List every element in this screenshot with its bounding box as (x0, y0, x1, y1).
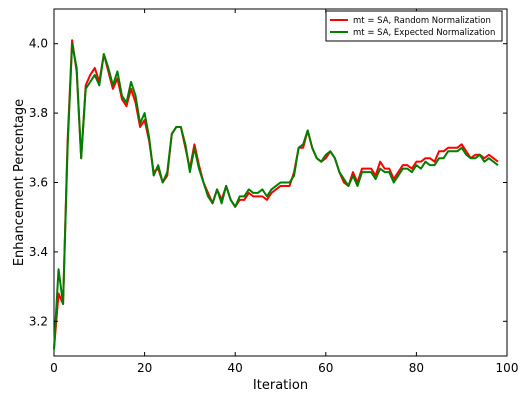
y-tick-label: 3.6 (29, 176, 48, 190)
x-tick-label: 60 (318, 361, 333, 375)
x-tick-label: 20 (137, 361, 152, 375)
y-tick-label: 3.4 (29, 245, 48, 259)
series-line-2 (53, 42, 499, 350)
legend-box (325, 10, 503, 42)
x-axis-label: Iteration (253, 378, 308, 393)
x-tick-label: 100 (496, 361, 519, 375)
x-tick-label: 80 (409, 361, 424, 375)
legend-label-1: mt = SA, Random Normalization (353, 16, 491, 26)
x-tick-label: 0 (50, 361, 58, 375)
ticks-layer: 0 20 40 60 80 100 3.2 3.4 3.6 3.8 4.0 (29, 9, 519, 375)
y-tick-label: 4.0 (29, 37, 48, 51)
y-axis-label: Enhancement Percentage (12, 99, 27, 266)
y-tick-label: 3.8 (29, 106, 48, 120)
x-tick-label: 40 (228, 361, 243, 375)
legend: mt = SA, Random Normalization mt = SA, Ex… (325, 10, 503, 42)
legend-label-2: mt = SA, Expected Normalization (353, 28, 495, 38)
series-layer (53, 39, 499, 350)
y-tick-label: 3.2 (29, 314, 48, 328)
